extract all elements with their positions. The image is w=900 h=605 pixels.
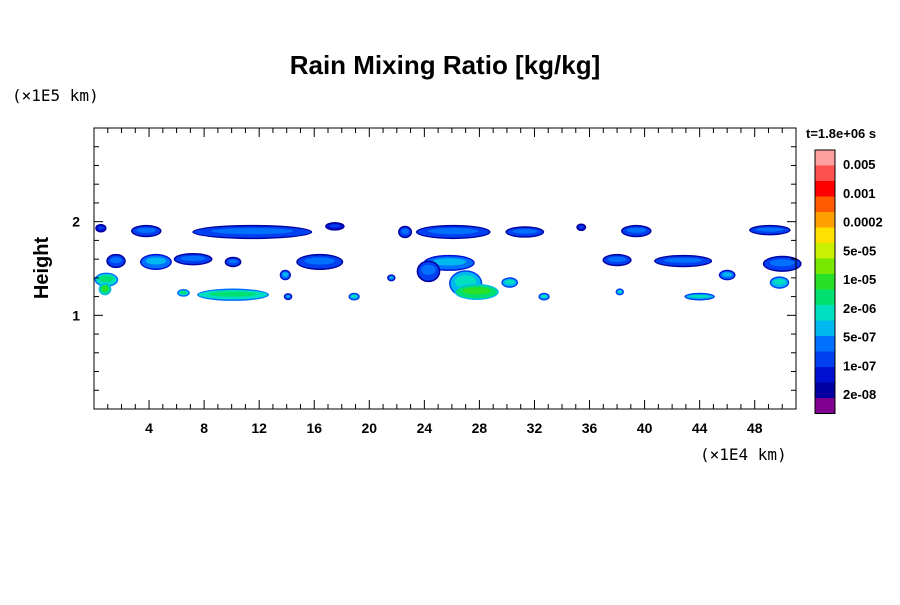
- colorbar-label: 1e-05: [843, 272, 876, 287]
- colorbar-swatch: [815, 367, 835, 383]
- rain-cell: [177, 289, 190, 297]
- x-tick-label: 28: [472, 420, 488, 436]
- colorbar-swatch: [815, 165, 835, 181]
- rain-cell: [769, 276, 790, 289]
- colorbar-swatch: [815, 398, 835, 414]
- rain-cell: [749, 224, 791, 236]
- colorbar-label: 1e-07: [843, 358, 876, 373]
- colorbar-swatch: [815, 336, 835, 352]
- colorbar-swatch: [815, 274, 835, 290]
- rain-cell: [576, 223, 587, 232]
- x-tick-label: 16: [306, 420, 322, 436]
- rain-cell: [621, 224, 652, 238]
- rain-cell: [283, 293, 293, 301]
- rain-cell: [654, 254, 713, 268]
- rain-cell: [192, 224, 313, 240]
- colorbar-swatch: [815, 351, 835, 367]
- x-tick-label: 40: [637, 420, 653, 436]
- colorbar-swatch: [815, 258, 835, 274]
- rain-cell: [454, 283, 499, 300]
- time-label: t=1.8e+06 s: [806, 126, 876, 141]
- colorbar-label: 5e-07: [843, 330, 876, 345]
- x-scale-label: (×1E4 km): [700, 445, 787, 464]
- y-tick-label: 1: [72, 307, 80, 323]
- rain-cell: [95, 223, 107, 233]
- rain-cell: [139, 253, 172, 270]
- y-scale-label: (×1E5 km): [12, 86, 99, 105]
- colorbar-label: 2e-08: [843, 387, 876, 402]
- rain-cell: [106, 253, 126, 269]
- rain-cell: [131, 224, 162, 238]
- rain-cell: [615, 288, 625, 296]
- y-axis-label: Height: [31, 237, 53, 300]
- rain-cell: [387, 274, 396, 282]
- colorbar-label: 2e-06: [843, 301, 876, 316]
- colorbar-swatch: [815, 196, 835, 212]
- x-tick-label: 8: [200, 420, 208, 436]
- colorbar-swatch: [815, 320, 835, 336]
- rain-cell: [501, 277, 519, 288]
- colorbar-swatch: [815, 305, 835, 321]
- rain-cell: [296, 253, 344, 270]
- rain-cell: [398, 225, 413, 239]
- x-tick-label: 48: [747, 420, 763, 436]
- colorbar-swatch: [815, 243, 835, 259]
- colorbar-label: 0.0002: [843, 215, 883, 230]
- rain-cell: [718, 269, 736, 281]
- colorbar-frame: [814, 149, 836, 414]
- colorbar-swatch: [815, 382, 835, 398]
- colorbar-swatch: [815, 227, 835, 243]
- chart-title: Rain Mixing Ratio [kg/kg]: [290, 50, 601, 80]
- rain-cell: [325, 222, 345, 231]
- colorbar-swatch: [815, 212, 835, 228]
- rain-cell: [348, 292, 360, 301]
- rain-cell: [505, 226, 545, 238]
- x-tick-label: 36: [582, 420, 598, 436]
- x-tick-label: 32: [527, 420, 543, 436]
- rain-cell: [602, 253, 632, 267]
- rain-cell: [197, 288, 269, 301]
- x-tick-label: 12: [251, 420, 267, 436]
- x-tick-label: 44: [692, 420, 708, 436]
- rain-cell: [684, 292, 715, 301]
- colorbar: 0.005 0.001 0.0002 5e-05 1e-05 2e-06 5e-07 1e-0…: [814, 149, 883, 414]
- plot-content: [94, 222, 802, 301]
- rain-cell: [173, 252, 213, 266]
- colorbar-swatch: [815, 181, 835, 197]
- rain-cell: [416, 260, 441, 283]
- rain-cell: [94, 272, 119, 287]
- rain-cell: [279, 269, 291, 281]
- colorbar-label: 5e-05: [843, 243, 876, 258]
- x-tick-label: 24: [417, 420, 433, 436]
- x-tick-label: 20: [362, 420, 378, 436]
- rain-cell: [538, 292, 550, 301]
- colorbar-label: 0.005: [843, 157, 876, 172]
- plot-frame: [93, 127, 797, 410]
- colorbar-swatch: [815, 289, 835, 305]
- rain-cell: [762, 255, 802, 272]
- rain-cell: [224, 256, 242, 268]
- x-tick-label: 4: [145, 420, 153, 436]
- colorbar-swatch: [815, 150, 835, 166]
- colorbar-label: 0.001: [843, 186, 876, 201]
- y-tick-label: 2: [72, 214, 80, 230]
- rain-cell: [415, 224, 491, 240]
- rain-cell: [98, 282, 112, 296]
